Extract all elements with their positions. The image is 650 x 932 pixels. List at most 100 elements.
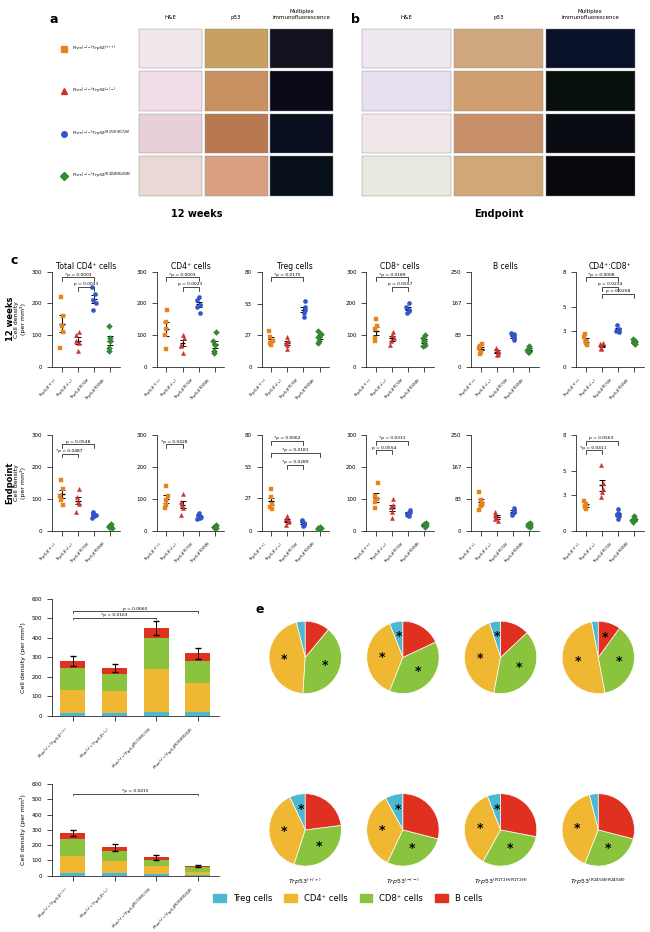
Bar	[139, 71, 202, 111]
Wedge shape	[403, 622, 436, 657]
Point	[388, 491, 398, 506]
Point	[508, 506, 518, 521]
Point	[613, 322, 623, 337]
Point	[598, 475, 608, 490]
Point	[474, 485, 485, 500]
Text: Multiplex
immunofluorescence: Multiplex immunofluorescence	[273, 8, 331, 20]
Text: *: *	[395, 803, 401, 816]
Bar	[185, 871, 211, 875]
Bar	[139, 114, 202, 154]
Point	[296, 514, 307, 528]
Point	[264, 323, 274, 338]
Bar	[270, 157, 333, 196]
Point	[210, 337, 220, 352]
Text: H&E: H&E	[401, 15, 413, 20]
Point	[56, 473, 66, 487]
Point	[268, 334, 278, 349]
Bar	[185, 653, 211, 662]
Y-axis label: Cell density (per mm²): Cell density (per mm²)	[20, 794, 26, 865]
Text: $Pten^{(-/-)}Trp53^{(+/+)}$: $Pten^{(-/-)}Trp53^{(+/+)}$	[72, 44, 116, 54]
Wedge shape	[562, 622, 605, 693]
Point	[90, 295, 101, 310]
Point	[161, 500, 171, 515]
Y-axis label: Cell density
(per mm²): Cell density (per mm²)	[14, 464, 26, 501]
Text: *p = 0.0181: *p = 0.0181	[282, 448, 309, 452]
Text: *: *	[574, 822, 580, 835]
Point	[265, 489, 276, 504]
Point	[283, 334, 293, 349]
Text: *: *	[379, 824, 385, 837]
Point	[579, 498, 590, 513]
Point	[105, 334, 115, 349]
Point	[195, 306, 205, 321]
Point	[493, 346, 503, 361]
Point	[105, 516, 116, 531]
Point	[297, 513, 307, 528]
Point	[385, 337, 396, 352]
Point	[419, 516, 429, 531]
Point	[612, 512, 623, 527]
Point	[313, 522, 323, 537]
Point	[281, 509, 292, 524]
Text: p = 0.0660: p = 0.0660	[124, 607, 148, 610]
Bar	[185, 866, 211, 867]
Bar	[144, 857, 169, 859]
Text: p = 0.0033: p = 0.0033	[73, 282, 98, 286]
Point	[523, 516, 533, 531]
Text: *: *	[506, 843, 513, 856]
Point	[523, 518, 534, 533]
Point	[107, 521, 117, 536]
Point	[476, 493, 487, 508]
Text: *: *	[493, 802, 500, 816]
Text: *: *	[281, 825, 287, 838]
Title: Treg cells: Treg cells	[278, 262, 313, 271]
Point	[211, 517, 221, 532]
Text: *: *	[515, 661, 522, 674]
Wedge shape	[598, 794, 634, 839]
Point	[73, 495, 83, 510]
Bar	[102, 873, 127, 875]
Text: *: *	[396, 630, 402, 643]
Point	[580, 326, 590, 341]
Point	[370, 488, 381, 503]
Point	[612, 508, 622, 523]
Point	[508, 500, 519, 515]
Text: *p = 0.0331: *p = 0.0331	[379, 436, 406, 441]
Bar	[144, 859, 169, 867]
Point	[88, 504, 98, 519]
Point	[401, 299, 411, 314]
Point	[211, 521, 221, 536]
Text: $Pten^{(-/-)}Trp53^{(R172H/R172H)}$: $Pten^{(-/-)}Trp53^{(R172H/R172H)}$	[72, 129, 131, 139]
Point	[177, 500, 188, 515]
Point	[508, 504, 519, 519]
Wedge shape	[585, 829, 633, 866]
Point	[313, 330, 324, 345]
Point	[372, 491, 383, 506]
Text: p = 0.0563: p = 0.0563	[590, 436, 614, 441]
Point	[404, 509, 414, 524]
Point	[176, 507, 186, 522]
Title: CD4⁺ cells: CD4⁺ cells	[171, 262, 211, 271]
Point	[283, 514, 293, 529]
Wedge shape	[269, 797, 305, 864]
Bar	[102, 668, 127, 674]
Point	[596, 341, 606, 356]
Point	[370, 495, 380, 510]
Point	[630, 336, 640, 351]
Wedge shape	[598, 628, 634, 692]
Point	[283, 514, 294, 528]
Point	[299, 516, 309, 531]
Point	[266, 501, 277, 516]
Point	[176, 337, 187, 352]
Point	[402, 306, 412, 321]
Bar	[144, 712, 169, 716]
Point	[595, 336, 605, 351]
Point	[88, 506, 98, 521]
Point	[104, 518, 114, 533]
Point	[421, 517, 431, 532]
Bar	[362, 114, 451, 154]
Text: *p = 0.0189: *p = 0.0189	[379, 273, 406, 277]
Point	[420, 328, 430, 343]
Wedge shape	[290, 794, 305, 829]
Point	[87, 511, 98, 526]
